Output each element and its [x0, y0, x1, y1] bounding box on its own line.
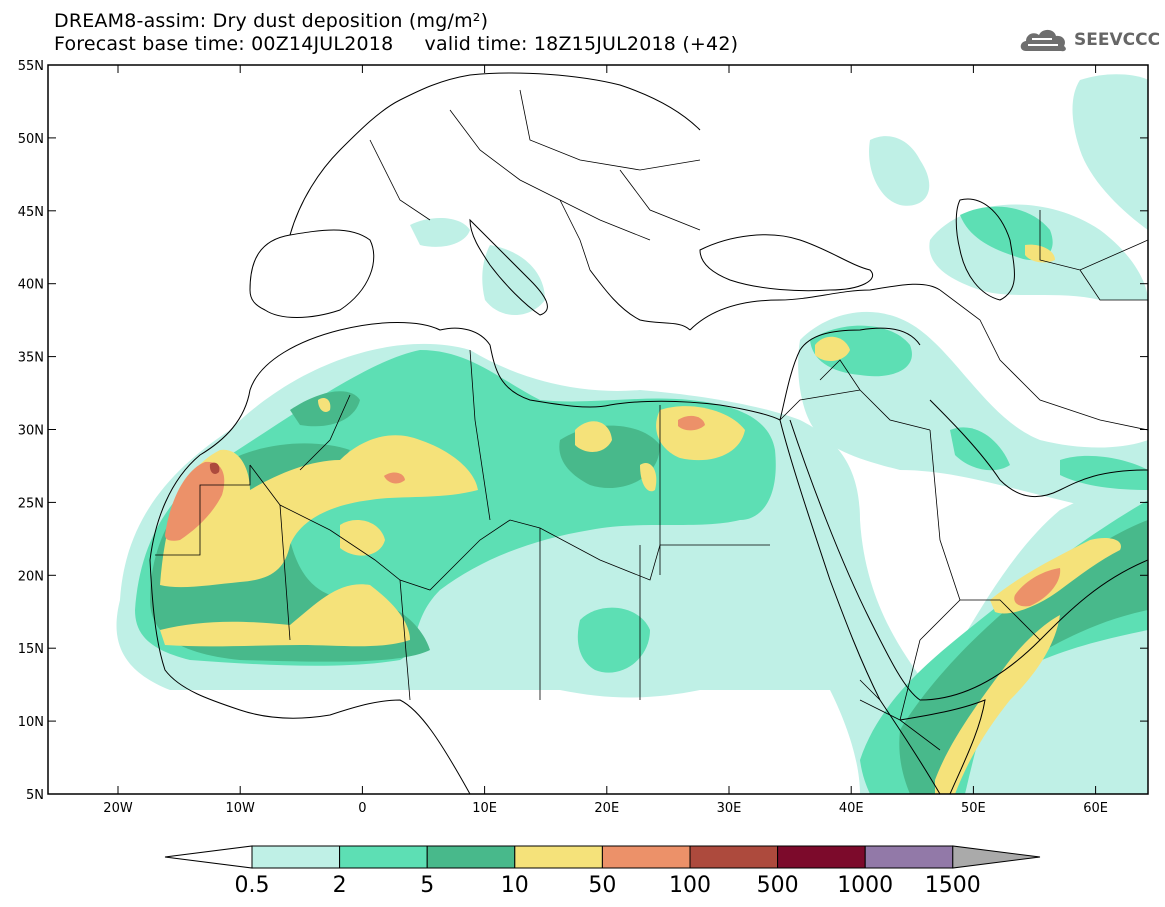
- dust-band-orange: [1014, 568, 1061, 607]
- colorbar-label: 0.5: [235, 873, 270, 898]
- colorbar-cell: [777, 845, 866, 869]
- colorbar-cell: [426, 845, 516, 869]
- dust-band-yellow: [160, 584, 410, 647]
- coastline-italy: [469, 218, 548, 316]
- dust-band-yellow: [935, 615, 1060, 794]
- colorbar-arrow-high: [952, 845, 1041, 869]
- lon-label: 20E: [594, 801, 619, 816]
- lon-label: 10E: [472, 801, 497, 816]
- colorbar-cell: [864, 845, 954, 869]
- dust-band-yellow: [640, 462, 657, 492]
- country-border: [155, 349, 661, 701]
- dust-band-orange: [678, 415, 705, 431]
- lat-label: 5N: [26, 788, 44, 803]
- coastline-anatolia: [689, 283, 941, 331]
- logo-text: SEEVCCC: [1074, 30, 1161, 50]
- seevccc-logo: SEEVCCC: [1018, 25, 1160, 55]
- coastline-levant: [779, 327, 921, 421]
- lat-label: 10N: [18, 715, 44, 730]
- coastline-persian-gulf: [929, 399, 1148, 498]
- lat-label: 55N: [18, 59, 44, 74]
- colorbar-cell: [339, 845, 428, 869]
- coastline-europe-north: [289, 72, 701, 236]
- coastline-caspian: [955, 198, 1015, 301]
- longitude-axis: 20W 10W 0 10E 20E 30E 40E 50E 60E: [103, 65, 1108, 816]
- colorbar-arrow-low: [164, 845, 253, 869]
- colorbar-label: 5: [420, 873, 434, 898]
- lat-label: 35N: [18, 351, 44, 366]
- dust-band-light: [482, 245, 545, 315]
- lon-label: 20W: [103, 801, 133, 816]
- lon-label: 0: [358, 801, 366, 816]
- dust-band-yellow: [340, 520, 385, 556]
- colorbar-cell: [601, 845, 691, 869]
- map-title: DREAM8-assim: Dry dust deposition (mg/m²…: [54, 10, 489, 32]
- dust-band-yellow: [815, 336, 850, 362]
- lon-label: 50E: [961, 801, 986, 816]
- coastline-arabia: [789, 419, 1148, 701]
- lat-label: 40N: [18, 278, 44, 293]
- dust-band-yellow: [318, 398, 331, 412]
- country-border: [939, 210, 1148, 431]
- lat-label: 30N: [18, 424, 44, 439]
- coastline-greece: [589, 269, 691, 331]
- colorbar-cell: [689, 845, 779, 869]
- dust-band-light: [1072, 74, 1148, 230]
- dust-band-medium: [577, 607, 650, 673]
- lat-label: 45N: [18, 205, 44, 220]
- dust-band-medium: [950, 427, 1010, 471]
- country-borders: [155, 89, 1148, 751]
- country-border: [369, 89, 701, 271]
- colorbar: 0.5 2 5 10 50 100 500 1000 1500: [164, 845, 1041, 898]
- coastline-iberia: [249, 229, 375, 318]
- colorbar-label: 1000: [837, 873, 893, 898]
- lat-label: 25N: [18, 496, 44, 511]
- colorbar-label: 500: [757, 873, 799, 898]
- colorbar-label: 1500: [925, 873, 981, 898]
- lat-label: 20N: [18, 569, 44, 584]
- cloud-icon: [1020, 29, 1066, 52]
- dust-band-light: [410, 218, 470, 247]
- dust-band-orange: [384, 472, 405, 484]
- dust-band-medium: [1060, 455, 1148, 490]
- lat-label: 50N: [18, 132, 44, 147]
- colorbar-cell: [514, 845, 603, 869]
- dust-field: [116, 74, 1148, 794]
- colorbar-label: 2: [333, 873, 347, 898]
- lat-label: 15N: [18, 642, 44, 657]
- lon-label: 10W: [225, 801, 255, 816]
- coastline-west-africa: [149, 559, 471, 794]
- dust-band-light: [869, 136, 930, 206]
- lon-label: 40E: [839, 801, 864, 816]
- dust-band-orange: [165, 461, 225, 541]
- coastline-north-africa: [149, 322, 781, 561]
- coastline-red-sea: [779, 419, 941, 794]
- colorbar-cell: [251, 845, 341, 869]
- coastlines: [149, 72, 1148, 794]
- coastline-black-sea: [699, 234, 873, 292]
- country-border: [249, 464, 770, 591]
- map-subtitle: Forecast base time: 00Z14JUL2018 valid t…: [54, 33, 739, 55]
- dust-band-darkred: [209, 462, 220, 475]
- dust-band-yellow: [656, 406, 745, 461]
- latitude-axis: 55N 50N 45N 40N 35N 30N 25N 20N 15N 10N 5N: [18, 59, 1148, 803]
- lon-label: 60E: [1083, 801, 1108, 816]
- country-border: [859, 639, 941, 751]
- lon-label: 30E: [717, 801, 742, 816]
- colorbar-label: 50: [588, 873, 616, 898]
- country-border: [779, 359, 1041, 641]
- dust-band-yellow: [575, 421, 612, 452]
- colorbar-label: 100: [669, 873, 711, 898]
- coastline-somalia: [899, 699, 986, 794]
- colorbar-label: 10: [501, 873, 529, 898]
